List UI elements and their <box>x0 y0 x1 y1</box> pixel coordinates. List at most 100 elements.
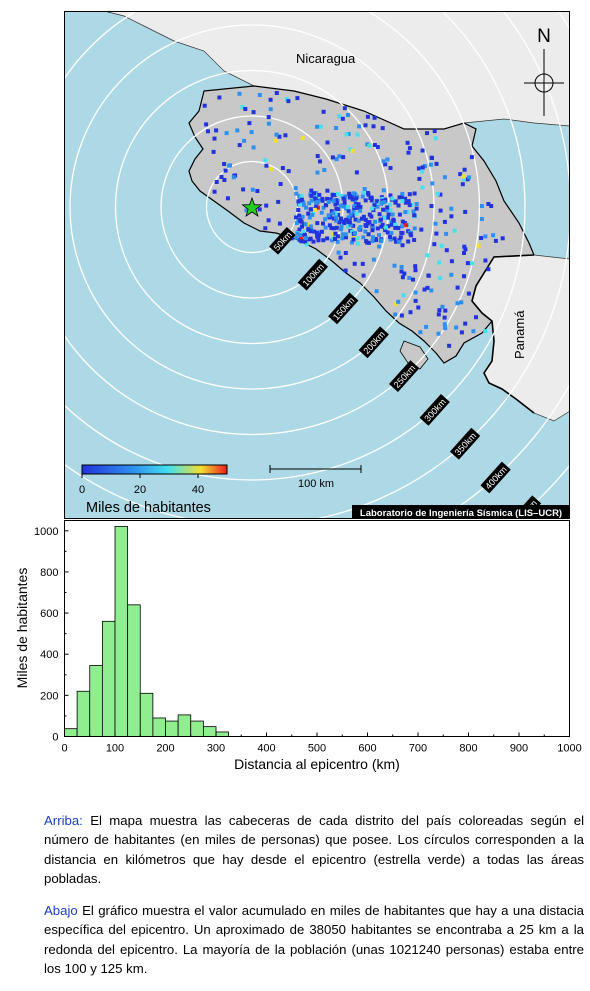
district-point <box>442 315 447 320</box>
district-point <box>299 236 303 241</box>
district-point <box>351 209 356 214</box>
district-point <box>301 200 306 205</box>
x-tick-label: 800 <box>459 743 477 755</box>
y-tick-label: 200 <box>40 690 58 702</box>
district-point <box>392 236 397 241</box>
district-point <box>312 207 317 212</box>
district-point <box>273 138 278 143</box>
district-point <box>429 288 434 293</box>
district-point <box>393 312 398 317</box>
district-point <box>420 165 425 170</box>
district-point <box>309 198 314 203</box>
district-point <box>257 93 262 97</box>
district-point <box>306 225 311 230</box>
district-point <box>301 229 305 234</box>
x-tick-label: 900 <box>510 743 528 755</box>
district-point <box>336 212 340 217</box>
district-point <box>268 97 273 102</box>
district-point <box>364 239 369 244</box>
district-point <box>284 97 289 101</box>
district-point <box>276 199 281 204</box>
district-point <box>331 211 336 216</box>
district-point <box>401 293 406 298</box>
district-point <box>483 258 488 263</box>
district-point <box>322 168 327 172</box>
district-point <box>438 208 443 213</box>
district-point <box>326 200 331 204</box>
district-point <box>474 315 478 320</box>
district-point <box>321 205 326 210</box>
x-tick-label: 400 <box>257 743 275 755</box>
district-point <box>416 305 421 310</box>
district-point <box>397 212 402 217</box>
map-panel: 50km100km150km200km250km300km350km400km4… <box>64 11 570 519</box>
district-point <box>319 229 324 234</box>
district-point <box>407 203 412 208</box>
district-point <box>479 217 484 221</box>
district-point <box>433 136 438 141</box>
district-point <box>344 132 349 137</box>
district-point <box>257 207 262 212</box>
caption-text-abajo: El gráfico muestra el valor acumulado en… <box>44 903 584 977</box>
district-point <box>335 192 340 197</box>
district-point <box>365 221 370 226</box>
district-point <box>214 128 219 133</box>
district-point <box>351 191 356 196</box>
histogram-bar <box>101 620 116 737</box>
district-point <box>341 196 346 201</box>
district-point <box>294 215 298 220</box>
district-point <box>400 199 405 203</box>
scale-bar: 100 km <box>269 465 362 490</box>
district-point <box>335 239 340 244</box>
y-tick-label: 600 <box>40 608 58 620</box>
district-point <box>350 213 355 218</box>
district-point <box>264 163 269 168</box>
distance-ring <box>69 24 435 390</box>
district-point <box>366 191 370 195</box>
district-point <box>331 216 336 221</box>
district-point <box>304 242 309 247</box>
district-point <box>304 205 308 210</box>
district-point <box>440 304 445 309</box>
district-point <box>449 272 454 277</box>
district-point <box>386 224 391 229</box>
district-point <box>379 224 384 229</box>
district-points <box>202 91 505 348</box>
district-point <box>334 218 339 223</box>
district-point <box>369 195 374 200</box>
district-point <box>355 236 360 241</box>
district-point <box>358 205 363 209</box>
district-point <box>321 238 326 243</box>
district-point <box>247 121 252 126</box>
district-point <box>214 180 219 184</box>
district-point <box>402 271 407 276</box>
district-point <box>462 167 467 172</box>
district-point <box>374 238 379 243</box>
district-point <box>346 132 351 136</box>
district-point <box>344 235 348 240</box>
district-point <box>299 194 304 199</box>
district-point <box>370 223 375 228</box>
district-point <box>325 236 330 241</box>
district-point <box>404 223 409 228</box>
district-point <box>407 192 412 197</box>
district-point <box>370 239 375 243</box>
panama-label: Panamá <box>512 310 527 359</box>
district-point <box>372 115 377 120</box>
histogram-bar <box>177 714 192 737</box>
district-point <box>360 261 365 266</box>
district-point <box>383 228 388 233</box>
district-point <box>349 193 354 198</box>
district-point <box>459 300 464 305</box>
caption-paragraph-top: Arriba: El mapa muestra las cabeceras de… <box>44 811 584 888</box>
district-point <box>383 162 388 167</box>
district-point <box>463 209 468 214</box>
district-point <box>400 231 405 236</box>
district-point <box>307 201 312 206</box>
district-point <box>455 301 460 306</box>
district-point <box>334 215 339 220</box>
district-point <box>268 107 273 112</box>
district-point <box>385 230 390 235</box>
district-point <box>417 176 422 181</box>
district-point <box>375 145 380 149</box>
